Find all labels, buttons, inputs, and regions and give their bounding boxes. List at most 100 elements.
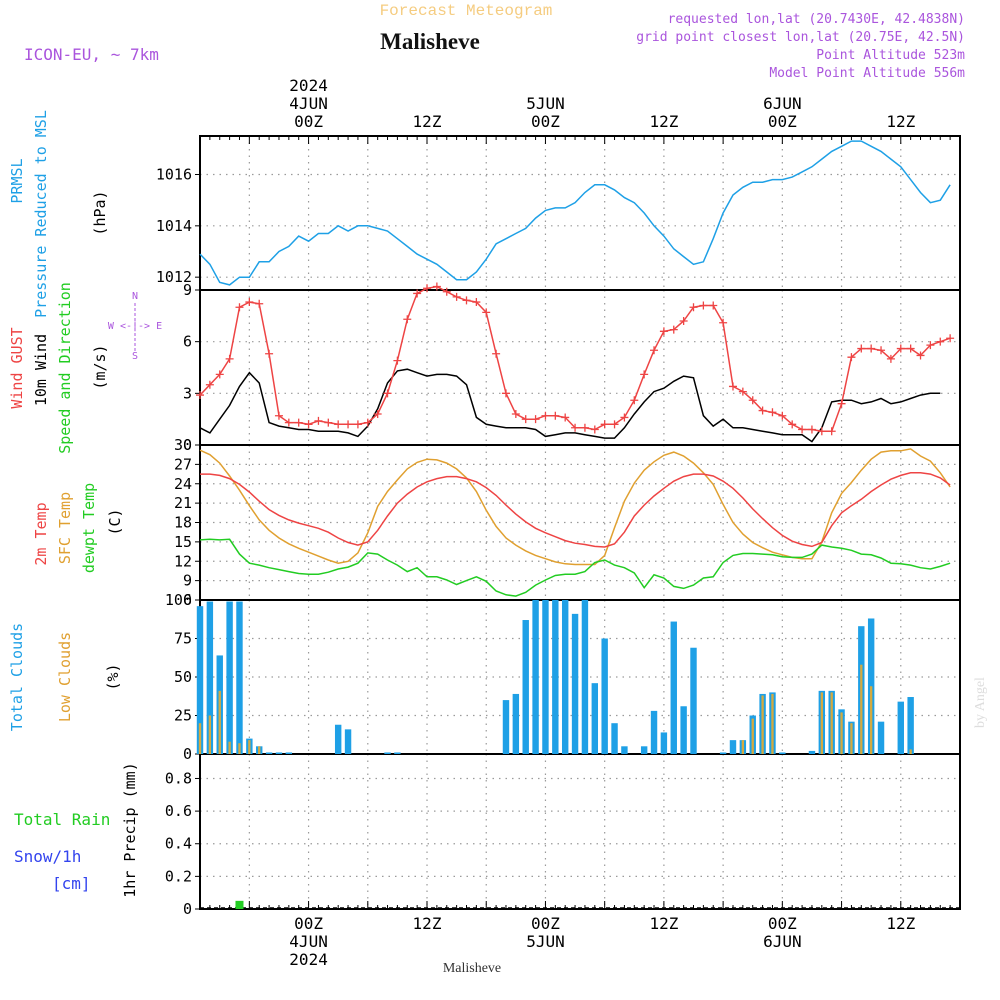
- gust-marker: [728, 382, 737, 391]
- y-tick-label: 12: [174, 552, 192, 570]
- total-cloud-bar: [542, 600, 549, 754]
- wind-direction-label: Speed and Direction: [56, 282, 74, 454]
- y-tick-label: 21: [174, 494, 192, 512]
- low-cloud-bar: [850, 723, 853, 754]
- total-cloud-bar: [344, 729, 352, 754]
- gust-marker: [452, 292, 461, 301]
- total-cloud-bar: [384, 752, 391, 754]
- point-altitude: Point Altitude 523m: [816, 48, 965, 63]
- panel-frame: [199, 135, 961, 291]
- total-cloud-bar: [680, 706, 687, 754]
- gust-marker: [423, 284, 432, 293]
- gridpoint-coordinates: grid point closest lon,lat (20.75E, 42.5…: [636, 30, 965, 45]
- product-title: Forecast Meteogram: [380, 2, 553, 20]
- panel-frame: [199, 599, 961, 755]
- time-label-bottom: 4JUN: [289, 932, 328, 951]
- low-cloud-bar: [751, 718, 754, 754]
- gust-marker: [946, 334, 955, 343]
- gust-marker: [896, 344, 905, 353]
- gust-marker: [867, 344, 876, 353]
- y-tick-label: 9: [183, 572, 192, 590]
- temp-dewpt-label: dewpt Temp: [80, 483, 98, 573]
- y-tick-label: 1012: [156, 268, 192, 286]
- gust-marker: [334, 420, 343, 429]
- gust-marker: [501, 389, 510, 398]
- time-label-bottom: 12Z: [413, 914, 442, 933]
- pressure-line: [199, 140, 951, 286]
- gust-marker: [640, 370, 649, 379]
- gust-marker: [304, 420, 313, 429]
- total-cloud-bar: [690, 647, 697, 754]
- gust-marker: [936, 337, 945, 346]
- gust-marker: [344, 420, 353, 429]
- total-cloud-bar: [670, 621, 677, 754]
- low-cloud-bar: [218, 690, 221, 754]
- gust-marker: [225, 354, 234, 363]
- total-cloud-bar: [334, 724, 342, 754]
- temp-2m-label: 2m Temp: [32, 502, 50, 565]
- gust-marker: [926, 341, 935, 350]
- y-tick-label: 18: [174, 514, 192, 532]
- gust-marker: [659, 327, 668, 336]
- y-tick-label: 0.4: [165, 835, 192, 853]
- y-tick-label: 6: [183, 591, 192, 609]
- plot-area: 1012101410160369691215182124273002550751…: [8, 76, 961, 969]
- low-cloud-bar: [741, 740, 745, 754]
- time-label-bottom: 12Z: [886, 914, 915, 933]
- total-cloud-bar: [394, 752, 401, 754]
- total-cloud-bar: [729, 740, 737, 754]
- gust-marker: [837, 399, 846, 408]
- gust-marker: [205, 380, 214, 389]
- gust-marker: [492, 349, 501, 358]
- total-cloud-bar: [502, 700, 510, 754]
- total-cloud-bar: [196, 606, 204, 754]
- gust-marker: [748, 396, 757, 405]
- gust-marker: [798, 425, 807, 434]
- footer-place: Malisheve: [443, 961, 501, 976]
- pressure-unit: (hPa): [91, 190, 109, 235]
- total-cloud-bar: [907, 697, 914, 754]
- low-cloud-bar: [248, 740, 251, 754]
- compass-axis: W <-|-> E: [108, 321, 162, 332]
- low-cloud-bar: [258, 746, 261, 754]
- gust-marker: [314, 416, 323, 425]
- total-cloud-bar: [571, 613, 579, 754]
- total-cloud-bar: [601, 638, 608, 754]
- low-cloud-bar: [820, 692, 823, 754]
- requested-coordinates: requested lon,lat (20.7430E, 42.4838N): [668, 12, 965, 27]
- gust-marker: [699, 301, 708, 310]
- total-cloud-bar: [808, 750, 816, 754]
- gust-marker: [403, 315, 412, 324]
- total-cloud-bar: [877, 721, 885, 754]
- gust-marker: [916, 351, 925, 360]
- gust-marker: [551, 411, 560, 420]
- gust-marker: [432, 282, 441, 291]
- total-cloud-bar: [561, 600, 569, 754]
- gust-marker: [245, 298, 254, 307]
- time-label-top: 00Z: [531, 112, 560, 131]
- compass-north: N: [132, 291, 138, 302]
- low-cloud-bar: [761, 695, 764, 754]
- y-tick-label: 6: [183, 333, 192, 351]
- wind-10m-label: 10m Wind: [32, 334, 50, 406]
- time-label-bottom: 12Z: [649, 914, 678, 933]
- total-cloud-bar: [522, 620, 529, 754]
- low-clouds-label: Low Clouds: [56, 632, 74, 722]
- y-tick-label: 15: [174, 533, 192, 551]
- total-cloud-bar: [275, 752, 283, 754]
- gust-marker: [324, 418, 333, 427]
- time-label-bottom: 6JUN: [763, 932, 802, 951]
- low-cloud-bar: [860, 664, 863, 754]
- gust-marker: [274, 411, 283, 420]
- gust-marker: [363, 418, 372, 427]
- wind-unit: (m/s): [91, 344, 109, 389]
- y-tick-label: 25: [174, 707, 192, 725]
- total-cloud-bar: [285, 752, 293, 754]
- gust-marker: [215, 370, 224, 379]
- gust-marker: [580, 423, 589, 432]
- gust-marker: [738, 387, 747, 396]
- total-cloud-bar: [591, 683, 599, 754]
- gust-marker: [531, 415, 540, 424]
- low-cloud-bar: [830, 692, 833, 754]
